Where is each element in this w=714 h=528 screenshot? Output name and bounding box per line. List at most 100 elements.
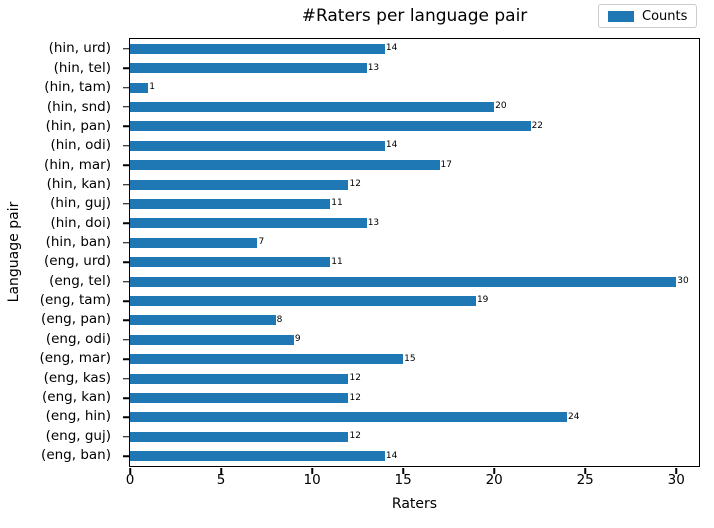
- y-tick-labels: (hin, urd) (hin, tel) (hin, tam) (hin, snd)…: [0, 40, 120, 466]
- y-tick-label: (eng, urd): [44, 253, 111, 270]
- bar-value-label: 8: [276, 314, 283, 325]
- y-tick-label: (eng, kan): [42, 388, 111, 405]
- bar-row: 11: [130, 194, 699, 213]
- bar: [130, 198, 331, 209]
- bar-row: 17: [130, 155, 699, 174]
- bar: [130, 334, 294, 345]
- bar: [130, 451, 385, 462]
- bar-value-label: 12: [349, 373, 361, 384]
- bar-row: 15: [130, 350, 699, 369]
- bar-row: 30: [130, 272, 699, 291]
- bar-value-label: 1: [149, 82, 155, 93]
- bar: [130, 179, 349, 190]
- bar-value-label: 14: [385, 43, 398, 54]
- y-tick-label: (hin, pan): [45, 117, 111, 134]
- y-tick-label: (hin, odi): [50, 137, 111, 154]
- legend-label: Counts: [642, 8, 688, 24]
- bar-value-label: 24: [567, 411, 580, 422]
- bar-value-label: 13: [367, 62, 380, 73]
- bar: [130, 412, 567, 423]
- y-tick-label: (hin, snd): [46, 98, 111, 115]
- bar-row: 1: [130, 78, 699, 97]
- bar: [130, 315, 276, 326]
- y-tick-label: (hin, tam): [44, 79, 111, 96]
- x-tick-label: 15: [394, 472, 412, 488]
- y-tick-label: (hin, guj): [50, 195, 111, 212]
- y-tick-mark: [122, 222, 129, 225]
- bar-row: 12: [130, 388, 699, 407]
- bar-row: 14: [130, 39, 699, 58]
- bar-row: 8: [130, 311, 699, 330]
- bar-value-label: 12: [349, 179, 361, 190]
- bar-row: 13: [130, 214, 699, 233]
- y-tick-mark: [122, 300, 129, 302]
- y-tick-mark: [122, 339, 129, 341]
- bar-row: 14: [130, 447, 699, 466]
- y-tick-label: (hin, urd): [48, 40, 111, 57]
- y-tick-label: (eng, hin): [45, 408, 111, 425]
- bar-value-label: 20: [495, 101, 507, 112]
- y-tick-mark: [122, 242, 129, 244]
- y-tick-label: (eng, kas): [43, 369, 111, 386]
- bar: [130, 43, 385, 54]
- bar: [130, 218, 367, 229]
- bar-value-label: 11: [331, 198, 343, 209]
- bar-row: 12: [130, 369, 699, 388]
- y-tick-mark: [122, 164, 129, 166]
- y-tick-label: (hin, kan): [46, 175, 111, 192]
- bar-value-label: 22: [531, 120, 544, 131]
- y-tick-label: (eng, pan): [41, 311, 111, 328]
- bar-row: 19: [130, 291, 699, 310]
- bar-row: 11: [130, 252, 699, 271]
- chart-title: #Raters per language pair: [301, 6, 528, 26]
- y-tick-mark: [122, 125, 129, 128]
- y-tick-mark: [122, 67, 129, 69]
- bar-value-label: 7: [258, 237, 265, 248]
- y-tick-mark: [122, 145, 129, 147]
- y-tick-mark: [122, 377, 129, 380]
- bar-value-label: 30: [677, 276, 689, 287]
- y-tick-label: (eng, ban): [41, 446, 111, 463]
- y-tick-mark: [122, 358, 129, 360]
- legend: Counts: [598, 4, 698, 28]
- x-tick-label: 20: [485, 472, 503, 488]
- bar-value-label: 14: [385, 140, 398, 151]
- bar: [130, 276, 677, 287]
- bar: [130, 354, 404, 365]
- x-tick-mark: [675, 467, 677, 474]
- y-tick-label: (hin, doi): [50, 214, 111, 231]
- x-tick-mark: [584, 467, 586, 474]
- x-tick-mark: [220, 467, 222, 474]
- bar: [130, 393, 349, 404]
- y-tick-label: (eng, tel): [49, 272, 111, 289]
- bar: [130, 160, 440, 171]
- bar: [130, 82, 149, 93]
- x-tick-label: 5: [216, 472, 226, 488]
- y-tick-label: (hin, mar): [44, 156, 111, 173]
- x-tick-label: 0: [125, 472, 135, 488]
- x-axis-title: Raters: [391, 496, 438, 512]
- x-tick-label: 10: [303, 472, 321, 488]
- x-tick-mark: [493, 467, 495, 474]
- plot-area: 14 13 1 20 22 14 17 12 11 13 7 11 30 19 8 9 15 12 12 24 12 14…: [122, 38, 700, 487]
- bar: [130, 257, 331, 268]
- bar-row: 9: [130, 330, 699, 349]
- y-tick-mark: [122, 86, 129, 89]
- bar-row: 12: [130, 427, 699, 446]
- x-tick-mark: [402, 467, 404, 474]
- bar: [130, 431, 349, 442]
- bar-row: 22: [130, 117, 699, 136]
- bar-value-label: 17: [440, 159, 452, 170]
- bar-row: 20: [130, 97, 699, 116]
- bar-value-label: 15: [404, 353, 416, 364]
- y-tick-label: (hin, tel): [53, 59, 111, 76]
- y-tick-mark: [122, 397, 129, 399]
- bar-value-label: 13: [367, 217, 380, 228]
- y-tick-mark: [122, 416, 129, 419]
- bar-value-label: 9: [294, 334, 301, 345]
- x-tick-mark: [311, 467, 313, 474]
- bar: [130, 295, 476, 306]
- y-tick-label: (eng, mar): [39, 350, 111, 367]
- bar-value-label: 14: [385, 450, 398, 461]
